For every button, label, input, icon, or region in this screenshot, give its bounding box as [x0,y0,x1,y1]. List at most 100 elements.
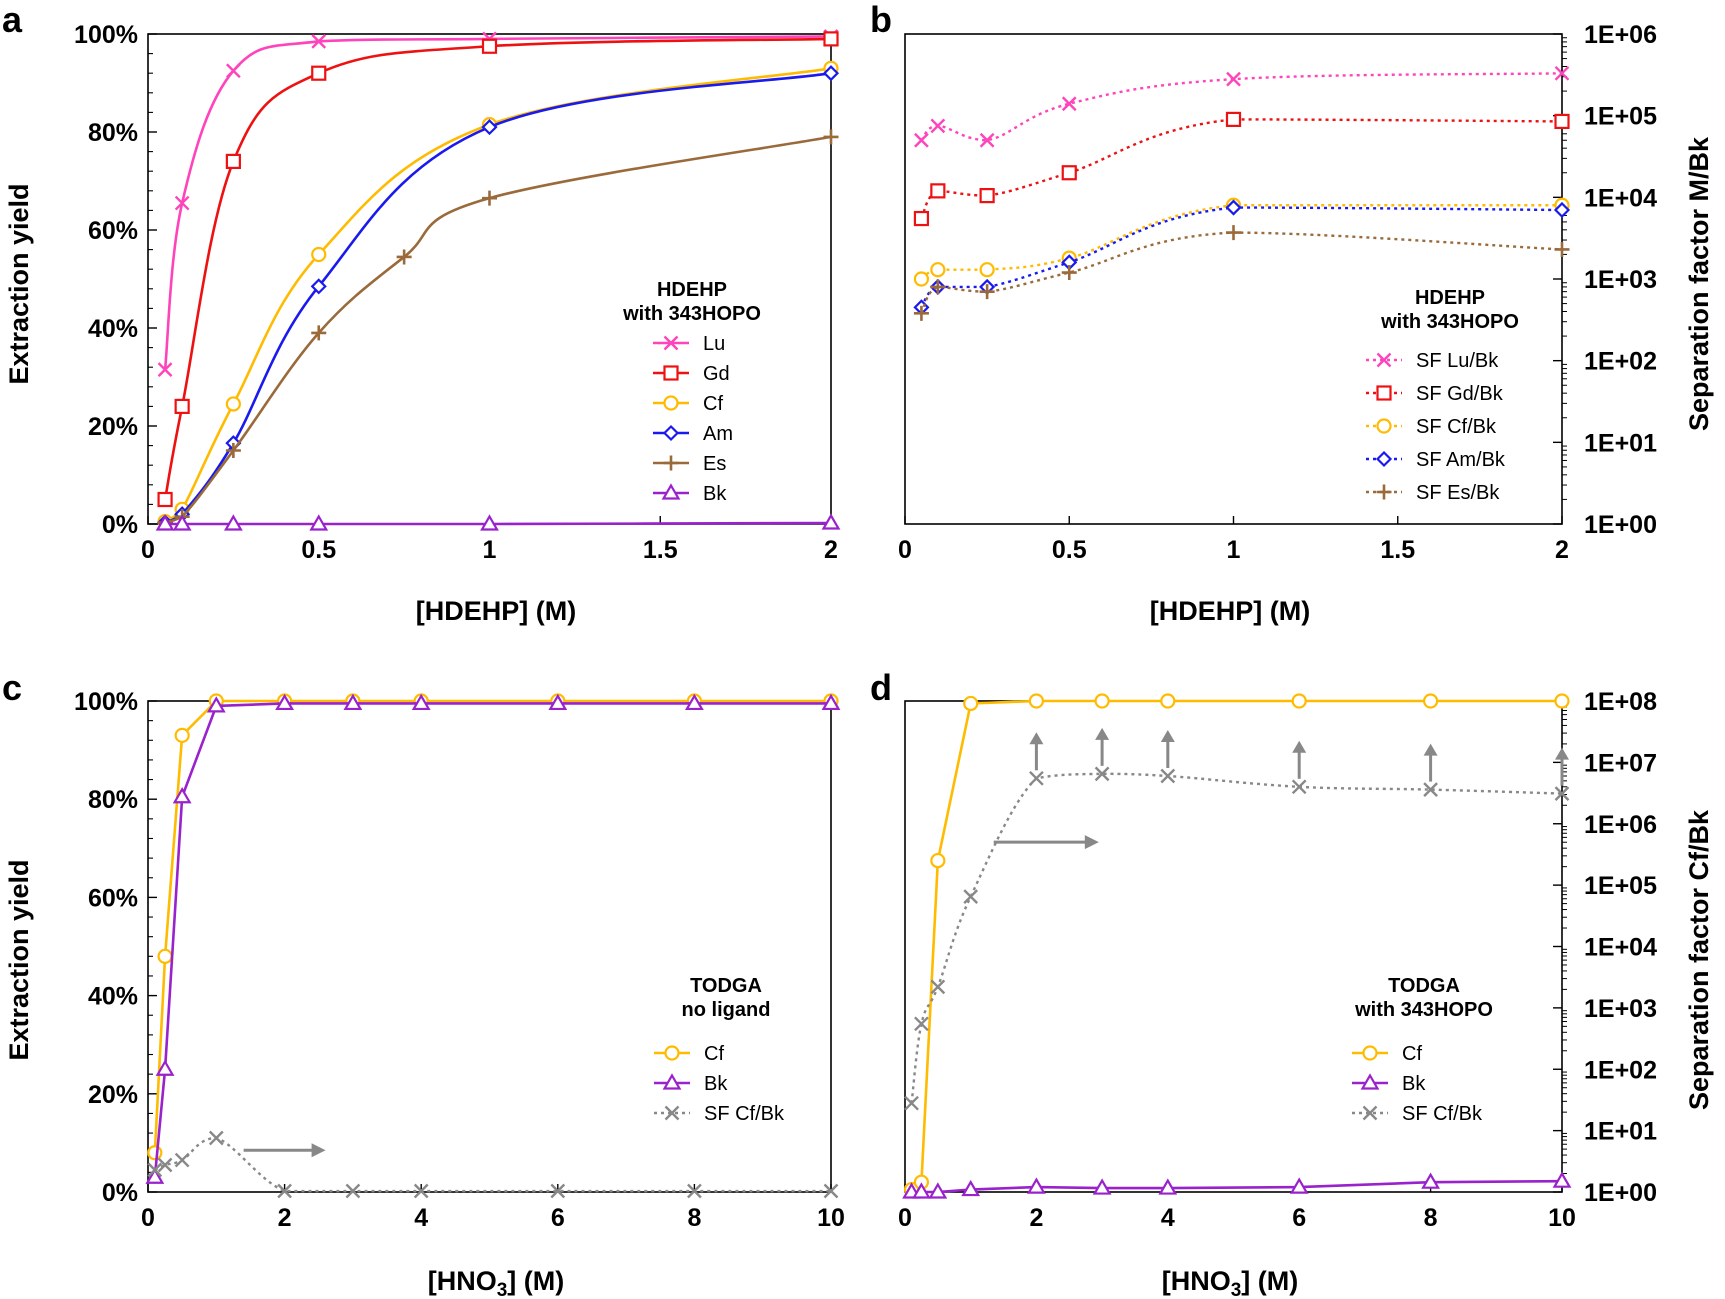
panel-c-series-line-sf-cf-bk [154,1136,831,1193]
panel-b-y-tick-label: 1E+02 [1584,348,1657,376]
panel-b-series-line-sf-cf-bk [920,204,1562,281]
panel-a-x-tick-label: 1.5 [643,536,678,564]
panel-label-d: d [870,667,892,708]
panel-a-legend-label-lu: Lu [703,333,725,355]
panel-b-data-point-sf-lu-bk [914,132,929,148]
panel-b-legend-marker-sf-am-bk [1375,450,1393,468]
panel-a-x-axis-title: [HDEHP] (M) [416,596,576,626]
panel-b-data-point-sf-am-bk [1553,201,1571,219]
panel-a-data-point-lu [174,195,190,211]
panel-a-x-tick-label: 2 [824,536,838,564]
panel-c-x-title-sub: 3 [497,1280,508,1299]
panel-b-y-axis-title: Separation factor M/Bk [1684,136,1714,431]
panel-b-data-point-sf-gd-bk [1061,165,1077,181]
panel-c-legend-title-2: no ligand [682,999,771,1021]
panel-d-x-title-sub: 3 [1231,1280,1242,1299]
panel-a-data-point-es [311,325,327,341]
panel-d-data-point-sf-cf-bk [914,1016,929,1032]
panel-c-series-line-bk [153,702,831,1178]
panel-a-data-point-cf [311,246,327,263]
panel-d-data-point-bk [1289,1177,1309,1194]
panel-d-data-point-bk [912,1182,931,1199]
panel-d-lower-limit-arrow-head [1423,743,1438,756]
panel-a-legend-title-2: with 343HOPO [622,303,761,325]
panel-c-legend-label-sf-cf-bk: SF Cf/Bk [704,1103,785,1125]
panel-d-lower-limit-arrow-head [1292,740,1307,753]
panel-a-y-tick-label: 80% [88,119,138,147]
panel-c-data-point-bk [145,1167,165,1184]
panel-a-data-point-gd [481,38,498,54]
panel-d-legend-marker-sf-cf-bk [1362,1105,1378,1121]
panel-b-data-point-sf-cf-bk [979,262,995,278]
panel-a-legend-marker-am [662,424,680,442]
panel-c-data-point-sf-cf-bk [413,1183,429,1199]
panel-d-legend-marker-bk [1360,1073,1380,1090]
panel-c-y-tick-label: 40% [88,983,138,1011]
panel-d-data-point-sf-cf-bk [1029,770,1044,786]
panel-a-data-point-gd [225,153,241,169]
panel-a-legend-marker-lu [663,335,679,351]
panel-c-x-tick-label: 8 [687,1204,701,1232]
panel-b-data-point-sf-gd-bk [1554,113,1570,130]
panel-a-legend-label-cf: Cf [703,393,723,415]
panel-c-legend-marker-bk [662,1073,682,1090]
panel-c-x-title-main: [HNO [428,1266,497,1296]
panel-b-legend-marker-sf-lu-bk [1376,352,1392,368]
panel-a-legend-marker-cf [663,395,679,411]
panel-c-data-point-sf-cf-bk [823,1183,839,1199]
panel-c-y-tick-label: 20% [88,1081,138,1109]
panel-a-y-tick-label: 100% [74,21,138,49]
panel-b-data-point-sf-lu-bk [1061,96,1077,112]
panel-b-legend-label-sf-am-bk: SF Am/Bk [1416,449,1506,471]
panel-c-data-point-bk [821,693,841,711]
panel-a-data-point-cf [225,396,241,412]
panel-b-legend-marker-sf-es-bk [1376,484,1392,500]
panel-a-legend-marker-bk [661,483,681,500]
panel-a-legend-label-bk: Bk [703,483,727,505]
panel-a-data-point-gd [157,491,173,508]
panel-d-x-title-tail: ] (M) [1241,1266,1298,1296]
panel-b-series-line-sf-gd-bk [920,118,1563,220]
panel-c-legend-label-cf: Cf [704,1043,724,1065]
panel-d-y-tick-label: 1E+05 [1584,872,1657,900]
panel-a-data-point-bk [223,514,243,531]
panel-d-data-point-cf [930,852,946,869]
panel-a-data-point-es [225,443,241,458]
panel-b-x-tick-label: 0 [898,536,912,564]
panel-a-data-point-gd [823,31,839,47]
panel-d-data-point-sf-cf-bk [963,889,979,904]
panel-b-y-tick-label: 1E+01 [1584,429,1657,457]
panel-d-data-point-sf-cf-bk [1291,779,1307,795]
panel-b-x-tick-label: 0.5 [1052,536,1087,564]
panel-d-legend-label-bk: Bk [1402,1073,1426,1095]
panel-b-data-point-sf-gd-bk [1225,111,1242,128]
panel-c-data-point-bk [411,693,431,711]
panel-a-data-point-am [481,119,498,136]
panel-c-data-point-sf-cf-bk [345,1183,361,1199]
panel-b-data-point-sf-cf-bk [913,271,930,287]
panel-a-data-point-bk [821,513,841,530]
panel-b-legend-label-sf-es-bk: SF Es/Bk [1416,482,1500,504]
panel-b-data-point-sf-es-bk [1554,241,1570,257]
panel-a-legend-marker-gd [663,365,679,381]
panel-d-data-point-sf-cf-bk [1160,768,1176,784]
panel-d-legend-title-2: with 343HOPO [1354,999,1493,1021]
panel-d-data-point-bk [1158,1178,1178,1195]
panel-a-series-line-es [164,135,832,524]
panel-d-lower-limit-arrow-head [1160,729,1175,742]
panel-d-data-point-cf [1028,693,1045,709]
panel-a-legend-label-es: Es [703,453,726,475]
panel-d-legend-title-1: TODGA [1388,975,1460,997]
panel-a-data-point-am [310,278,327,295]
panel-a-series-line-cf [164,67,832,523]
panel-c-x-axis-title: [HNO3] (M) [428,1266,565,1299]
panel-d-y-tick-label: 1E+03 [1584,995,1657,1023]
panel-c-data-point-cf [147,1145,163,1161]
panel-label-b: b [870,0,892,40]
panel-d-x-tick-label: 10 [1548,1204,1576,1232]
panel-c-data-point-sf-cf-bk [687,1183,702,1199]
panel-d-legend-marker-cf [1362,1045,1378,1061]
panel-d-x-axis-title: [HNO3] (M) [1162,1266,1299,1299]
panel-d-y-tick-label: 1E+06 [1584,811,1657,839]
